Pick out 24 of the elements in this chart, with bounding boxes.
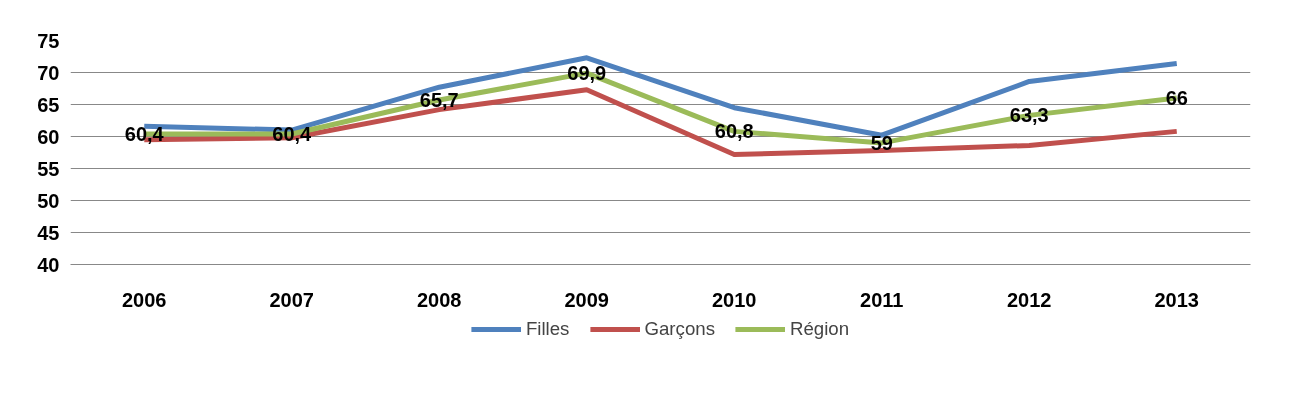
y-tick-label: 60 [37,125,60,148]
data-label: 63,3 [1009,104,1049,127]
legend-label: Garçons [644,318,715,340]
y-tick-label: 50 [37,189,60,212]
y-tick-label: 70 [37,61,60,84]
data-label: 60,4 [124,122,165,145]
data-label: 66 [1165,87,1188,110]
y-tick-label: 40 [37,253,60,276]
x-tick-label: 2007 [269,288,314,311]
y-tick-label: 45 [37,221,60,244]
x-tick-label: 2009 [564,288,609,311]
x-tick-label: 2012 [1007,288,1052,311]
data-label: 60,8 [714,120,754,143]
x-tick-label: 2011 [860,288,904,311]
x-tick-label: 2006 [122,288,167,311]
y-tick-label: 55 [37,157,60,180]
legend-label: Filles [525,318,570,340]
x-tick-label: 2013 [1154,288,1199,311]
legend-label: Région [789,318,850,340]
data-label: 69,9 [567,62,607,85]
x-tick-label: 2010 [712,288,757,311]
x-tick-label: 2008 [417,288,462,311]
y-tick-label: 75 [37,29,60,52]
y-tick-label: 65 [37,93,60,116]
